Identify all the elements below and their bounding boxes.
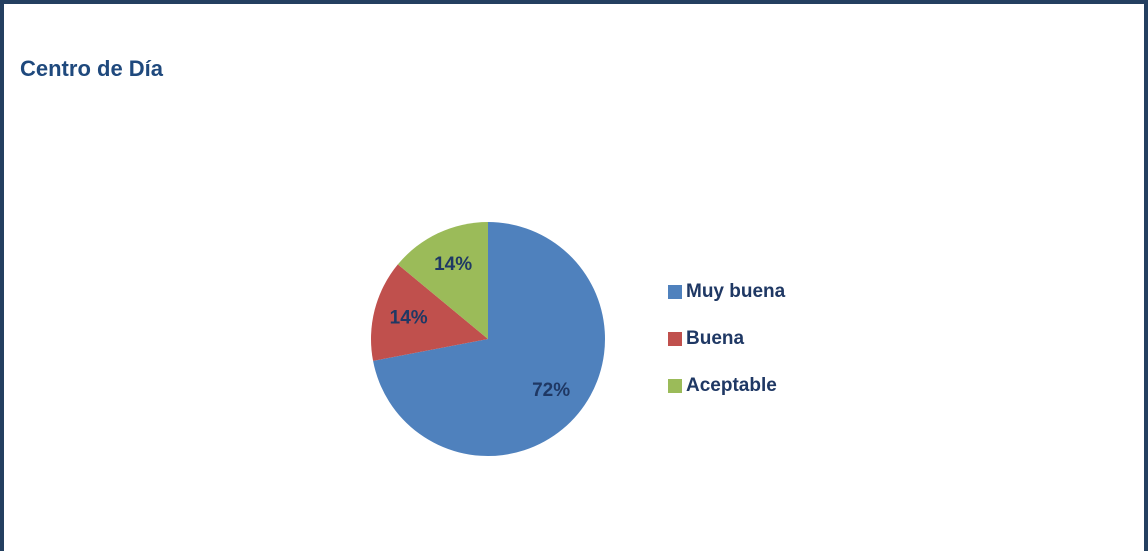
legend-label: Muy buena	[686, 281, 786, 302]
legend-swatch	[668, 379, 682, 393]
pie-slice	[371, 264, 488, 361]
data-label: 14%	[434, 254, 472, 275]
data-label: 72%	[532, 380, 570, 401]
legend-swatch	[668, 332, 682, 346]
legend-label: Buena	[686, 328, 745, 349]
chart-title: Centro de Día	[20, 56, 164, 81]
data-label: 14%	[390, 308, 428, 329]
pie-slice	[397, 222, 488, 339]
legend-label: Aceptable	[686, 375, 777, 396]
pie-slice	[373, 222, 605, 457]
legend-swatch	[668, 285, 682, 299]
